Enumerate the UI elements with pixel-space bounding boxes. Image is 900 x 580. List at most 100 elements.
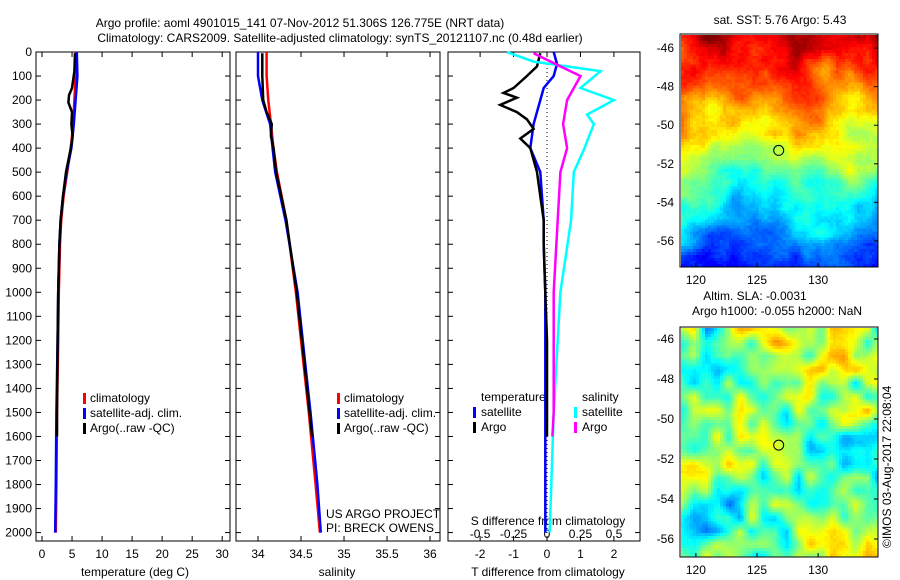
depth-tick-label: 1900 [5, 502, 32, 516]
temperature-axes-frame [35, 51, 231, 542]
salinity-series-argo [261, 53, 314, 437]
salinity-axes-frame [235, 51, 441, 542]
difference-xtick-label: -1 [508, 547, 519, 561]
depth-tick-label: 1000 [5, 285, 32, 299]
sla-map-ytick-label: -46 [657, 332, 675, 346]
temperature-xtick-label: 0 [39, 547, 46, 561]
salinity-series-satellite [256, 52, 323, 533]
depth-tick-label: 1600 [5, 429, 32, 443]
copyright: ©IMOS 03-Aug-2017 22:08:04 [880, 385, 894, 548]
sst-map-ytick-label: -56 [657, 234, 675, 248]
legend-label-argo: Argo(..raw -QC) [90, 421, 175, 435]
legend-title-temperature: temperature [481, 390, 546, 404]
difference-x2tick-label: -0.5 [470, 527, 491, 541]
sla-map-argo-position-marker [773, 439, 785, 451]
difference-axes-frame [447, 51, 641, 542]
sla-map-ytick-label: -52 [657, 452, 675, 466]
sst-map-xtick-label: 130 [808, 273, 828, 287]
project-annotation: US ARGO PROJECT [326, 507, 441, 521]
legend-swatch-argo [473, 422, 476, 433]
difference-xlabel: T difference from climatology [471, 565, 625, 579]
depth-tick-label: 200 [12, 93, 32, 107]
salinity-xtick-label: 34.5 [289, 547, 313, 561]
sla-map-ytick-label: -48 [657, 372, 675, 386]
temperature-series-argo [55, 53, 77, 437]
sla-map-ytick-label: -56 [657, 532, 675, 546]
legend-swatch-satellite [473, 407, 476, 418]
legend-label-satellite: satellite-adj. clim. [344, 406, 436, 420]
sst-map-image [681, 35, 878, 267]
difference-xtick-label: 2 [611, 547, 618, 561]
difference-x2label: S difference from climatology [471, 514, 626, 528]
legend-label-sal_argo: Argo [582, 420, 608, 434]
legend-label-argo: Argo [481, 420, 507, 434]
legend-label-satellite: satellite-adj. clim. [90, 406, 182, 420]
depth-tick-label: 300 [12, 117, 32, 131]
depth-tick-label: 800 [12, 237, 32, 251]
legend-label-argo: Argo(..raw -QC) [344, 421, 429, 435]
depth-tick-label: 1200 [5, 333, 32, 347]
difference-series-sal_argo [533, 52, 583, 437]
legend-label-climatology: climatology [344, 391, 404, 405]
pi-annotation: PI: BRECK OWENS [326, 521, 434, 535]
temperature-xtick-label: 25 [185, 547, 199, 561]
legend-swatch-sal_argo [574, 422, 577, 433]
sst-map-ytick-label: -54 [657, 195, 675, 209]
depth-tick-label: 600 [12, 189, 32, 203]
difference-xtick-label: 1 [577, 547, 584, 561]
legend-swatch-satellite [337, 408, 340, 419]
legend-title-salinity: salinity [582, 390, 619, 404]
sla-map-subtitle: Argo h1000: -0.055 h2000: NaN [692, 304, 862, 318]
depth-tick-label: 1500 [5, 405, 32, 419]
legend-swatch-satellite [83, 408, 86, 419]
temperature-xtick-label: 15 [125, 547, 139, 561]
depth-tick-label: 1800 [5, 478, 32, 492]
sst-map-xtick-label: 125 [747, 273, 767, 287]
difference-xtick-label: -2 [475, 547, 486, 561]
depth-tick-label: 0 [25, 45, 32, 59]
title-line-2: Climatology: CARS2009. Satellite-adjuste… [97, 31, 582, 45]
sla-map-frame [679, 326, 879, 558]
difference-xtick-label: 0 [544, 547, 551, 561]
difference-x2tick-label: 0.5 [606, 527, 623, 541]
depth-tick-label: 100 [12, 69, 32, 83]
sla-map-image [681, 328, 878, 557]
legend-label-climatology: climatology [90, 391, 150, 405]
depth-tick-label: 2000 [5, 526, 32, 540]
legend-swatch-climatology [337, 393, 340, 404]
difference-x2tick-label: -0.25 [500, 527, 528, 541]
depth-tick-label: 400 [12, 141, 32, 155]
depth-tick-label: 1300 [5, 357, 32, 371]
sst-map-ytick-label: -52 [657, 157, 675, 171]
difference-series-sal_satellite [506, 50, 617, 533]
sla-map-xtick-label: 125 [747, 563, 767, 577]
difference-x2tick-label: 0 [544, 527, 551, 541]
legend-label-sal_satellite: satellite [582, 405, 623, 419]
sst-map-argo-position-marker [773, 144, 785, 156]
salinity-series-climatology [265, 52, 322, 533]
temperature-xtick-label: 20 [155, 547, 169, 561]
depth-tick-label: 1100 [6, 309, 32, 323]
depth-tick-label: 1400 [5, 381, 32, 395]
depth-tick-label: 900 [12, 261, 32, 275]
sst-map-ytick-label: -48 [657, 80, 675, 94]
depth-tick-label: 1700 [5, 454, 32, 468]
legend-swatch-argo [83, 423, 86, 434]
salinity-xlabel: salinity [319, 565, 356, 579]
legend-swatch-argo [337, 423, 340, 434]
sla-map-xtick-label: 120 [686, 563, 706, 577]
sst-map-xtick-label: 120 [686, 273, 706, 287]
sst-map-ytick-label: -46 [657, 41, 675, 55]
sst-map-ytick-label: -50 [657, 118, 675, 132]
difference-x2tick-label: 0.25 [569, 527, 593, 541]
salinity-xtick-label: 36 [423, 547, 437, 561]
legend-label-satellite: satellite [481, 405, 522, 419]
temperature-xlabel: temperature (deg C) [81, 565, 189, 579]
sla-map-xtick-label: 130 [808, 563, 828, 577]
legend-swatch-sal_satellite [574, 407, 577, 418]
sst-map-title: sat. SST: 5.76 Argo: 5.43 [714, 13, 847, 27]
title-line-1: Argo profile: aoml 4901015_141 07-Nov-20… [96, 16, 505, 30]
difference-series-argo [497, 52, 549, 437]
